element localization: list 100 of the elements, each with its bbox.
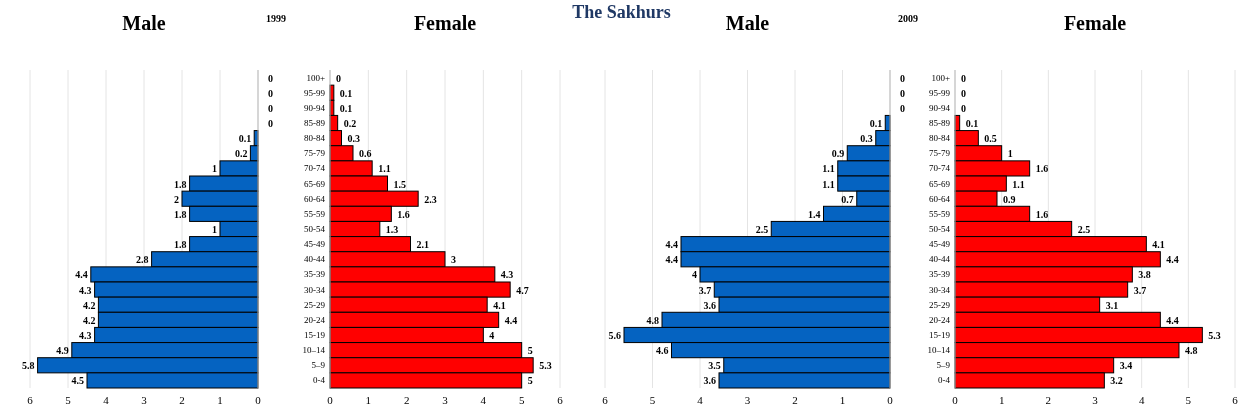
data-label: 4.4: [665, 239, 678, 251]
y-tick-label: 70-74: [929, 163, 951, 174]
y-tick-label: 50-54: [929, 224, 951, 234]
data-label: 1.6: [1035, 163, 1049, 175]
y-tick-label: 60-64: [929, 193, 951, 204]
y-tick-label: 85-89: [929, 118, 951, 128]
y-tick-label: 80-84: [304, 133, 326, 144]
data-label: 0: [268, 72, 273, 84]
y-tick-label: 5–9: [936, 360, 951, 371]
chart-subtitle: 2009: [898, 13, 918, 24]
data-label: 0.2: [234, 148, 248, 160]
data-label: 5: [527, 375, 533, 387]
y-tick-label: 75-79: [304, 148, 326, 159]
x-tick-label: 2: [403, 394, 410, 406]
data-label: 1.8: [174, 239, 187, 251]
y-tick-label: 80-84: [929, 133, 951, 144]
y-tick-label: 30-34: [304, 284, 326, 295]
data-label: 3.7: [698, 284, 712, 296]
data-label: 2.5: [755, 224, 769, 235]
data-label: 4.6: [656, 345, 669, 357]
y-tick-label: 95-99: [304, 87, 326, 98]
data-label: 1.3: [385, 224, 399, 235]
y-tick-label: 0-4: [938, 375, 951, 386]
x-tick-label: 3: [744, 394, 751, 406]
data-label: 4.2: [82, 314, 96, 326]
data-label: 0.1: [965, 118, 979, 129]
data-label: 1: [212, 224, 217, 235]
data-label: 2.5: [1077, 224, 1091, 235]
y-tick-label: 40-44: [929, 254, 951, 265]
data-label: 0: [961, 87, 966, 99]
data-label: 5.6: [608, 330, 621, 341]
y-tick-label: 25-29: [929, 299, 951, 310]
data-label: 0: [268, 87, 273, 99]
y-tick-label: 5–9: [311, 360, 326, 371]
y-tick-label: 50-54: [304, 224, 326, 234]
data-label: 0.6: [359, 148, 372, 160]
y-tick-label: 90-94: [929, 102, 951, 113]
data-label: 1: [1007, 148, 1013, 160]
y-tick-label: 65-69: [304, 178, 326, 189]
data-label: 3.6: [703, 375, 716, 387]
data-label: 0.1: [339, 87, 353, 99]
data-label: 1: [212, 163, 217, 175]
y-tick-label: 70-74: [304, 163, 326, 174]
data-label: 5: [527, 345, 533, 357]
x-tick-label: 2: [1045, 394, 1052, 406]
data-label: 3: [451, 254, 456, 266]
data-label: 2: [174, 193, 179, 205]
data-label: 4.4: [1166, 254, 1179, 266]
x-tick-label: 5: [65, 394, 72, 406]
data-label: 1.8: [174, 178, 187, 190]
x-tick-label: 6: [1232, 394, 1239, 406]
x-tick-label: 4: [103, 394, 110, 406]
y-tick-label: 10–14: [927, 345, 951, 356]
x-tick-label: 4: [480, 394, 487, 406]
data-label: 2.3: [424, 193, 437, 205]
data-label: 0: [900, 87, 905, 99]
data-label: 0.1: [339, 102, 353, 114]
data-label: 4.8: [646, 314, 659, 326]
data-label: 5.3: [539, 360, 552, 372]
y-tick-label: 35-39: [304, 269, 326, 280]
x-tick-label: 0: [887, 394, 894, 406]
data-label: 3.5: [708, 360, 721, 372]
x-tick-label: 6: [27, 394, 34, 406]
y-tick-label: 90-94: [304, 102, 326, 113]
data-label: 4.2: [82, 299, 96, 311]
x-tick-label: 4: [697, 394, 704, 406]
data-label: 4.8: [1185, 345, 1198, 357]
y-tick-label: 35-39: [929, 269, 951, 280]
y-tick-label: 15-19: [929, 330, 951, 340]
data-label: 0.1: [238, 133, 252, 145]
text: The Sakhurs: [572, 2, 671, 22]
x-tick-label: 5: [1185, 394, 1192, 406]
data-label: 0: [268, 102, 273, 114]
x-tick-label: 4: [1138, 394, 1145, 406]
data-label: 1.6: [397, 208, 410, 220]
x-tick-label: 6: [557, 394, 564, 406]
data-label: 0: [268, 118, 273, 129]
y-tick-label: 100+: [306, 72, 325, 83]
y-tick-label: 40-44: [304, 254, 326, 265]
y-tick-label: 60-64: [304, 193, 326, 204]
data-label: 0.9: [831, 148, 845, 160]
data-label: 1.8: [174, 208, 187, 220]
x-tick-label: 3: [442, 394, 449, 406]
chart-title: Male: [122, 12, 166, 34]
y-tick-label: 55-59: [929, 208, 951, 219]
data-label: 5.8: [22, 360, 35, 372]
data-label: 2.1: [416, 239, 429, 251]
y-tick-label: 100+: [931, 72, 950, 83]
data-label: 1.1: [822, 163, 835, 175]
data-label: 1.1: [1012, 178, 1025, 190]
y-tick-label: 15-19: [304, 330, 326, 340]
data-label: 4.3: [500, 269, 514, 281]
data-label: 3.2: [1110, 375, 1123, 387]
data-label: 0.9: [1003, 193, 1016, 205]
data-label: 4.1: [1152, 239, 1165, 251]
data-label: 3.1: [1105, 299, 1119, 311]
data-label: 3.4: [1119, 360, 1133, 372]
data-label: 0: [900, 72, 905, 84]
data-label: 4.4: [504, 314, 518, 326]
data-label: 4.7: [516, 284, 529, 296]
